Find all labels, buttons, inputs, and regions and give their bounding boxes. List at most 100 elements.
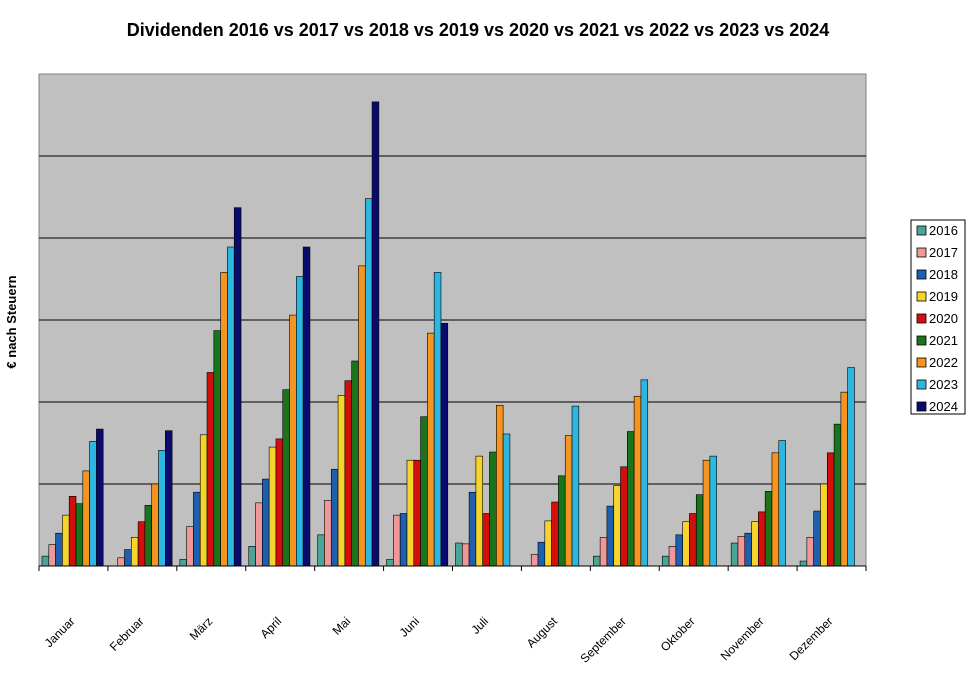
bar-2019-10 — [682, 521, 690, 567]
bar-2023-3 — [227, 246, 235, 567]
bar-2022-10 — [702, 459, 711, 567]
bar-2021-8 — [558, 475, 566, 567]
y-axis-label: € nach Steuern — [4, 275, 19, 368]
bar-2020-5 — [344, 380, 352, 567]
bar-2023-9 — [640, 379, 649, 567]
bar-2019-5 — [337, 395, 346, 567]
bar-2023-10 — [709, 455, 717, 567]
bar-2018-7 — [468, 491, 477, 567]
gridlines — [39, 155, 866, 485]
bar-2017-9 — [599, 536, 608, 567]
bar-2021-12 — [833, 423, 842, 567]
bar-2021-6 — [420, 416, 428, 567]
bar-2021-11 — [764, 491, 773, 567]
bar-2020-3 — [206, 372, 215, 567]
bar-2021-2 — [144, 505, 153, 567]
x-tick-label: März — [187, 614, 216, 643]
bar-2023-5 — [364, 198, 373, 567]
bar-2016-1 — [41, 555, 50, 567]
bar-2021-10 — [695, 494, 704, 567]
bar-2017-5 — [324, 500, 332, 567]
x-tick-label: September — [578, 614, 629, 665]
bar-2016-9 — [593, 555, 601, 567]
x-tick-label: April — [257, 614, 284, 641]
legend-swatch-2016 — [916, 225, 927, 236]
bar-2023-6 — [433, 272, 442, 567]
bar-2019-2 — [131, 536, 139, 567]
bar-2016-6 — [386, 559, 394, 567]
bar-2017-12 — [806, 536, 814, 567]
bar-2024-5 — [371, 101, 380, 567]
legend-swatch-2020 — [916, 313, 927, 324]
bar-2018-3 — [193, 491, 201, 567]
bar-2021-7 — [489, 451, 497, 567]
bar-2019-9 — [613, 485, 621, 567]
bar-2016-12 — [799, 560, 808, 567]
bar-2017-6 — [393, 514, 401, 567]
bar-2020-7 — [482, 513, 490, 567]
bar-2022-2 — [151, 483, 159, 567]
bar-2022-7 — [495, 404, 504, 567]
bar-2018-1 — [55, 532, 63, 567]
legend-label-2017: 2017 — [929, 245, 958, 260]
bar-2024-6 — [440, 322, 449, 567]
legend-label-2021: 2021 — [929, 333, 958, 348]
bar-2019-6 — [406, 459, 415, 567]
legend-swatch-2017 — [916, 247, 927, 258]
bar-2018-4 — [262, 478, 270, 567]
bar-2021-4 — [282, 389, 290, 567]
bar-2017-8 — [530, 554, 539, 567]
bar-2016-11 — [730, 542, 739, 567]
legend-label-2022: 2022 — [929, 355, 958, 370]
legend-swatch-2021 — [916, 335, 927, 346]
bar-2021-1 — [75, 503, 84, 567]
bar-2018-2 — [124, 549, 132, 567]
legend: 2016 2017 2018 2019 2020 2021 2022 2023 2024 — [910, 219, 966, 415]
legend-swatch-2023 — [916, 379, 927, 390]
bar-2016-7 — [455, 542, 463, 567]
bar-2019-12 — [820, 483, 828, 567]
legend-label-2024: 2024 — [929, 399, 958, 414]
bar-2024-1 — [96, 428, 104, 567]
legend-label-2023: 2023 — [929, 377, 958, 392]
bar-2023-11 — [778, 440, 786, 567]
bar-2020-1 — [68, 495, 77, 567]
legend-label-2019: 2019 — [929, 289, 958, 304]
x-tick-label: Dezember — [787, 614, 836, 663]
bar-2019-7 — [475, 455, 483, 567]
bar-2019-8 — [544, 520, 552, 567]
bar-2024-3 — [233, 207, 242, 567]
bar-2023-7 — [502, 433, 511, 567]
bar-2016-5 — [317, 534, 325, 567]
bar-2018-6 — [399, 513, 408, 567]
bar-2017-3 — [186, 526, 194, 567]
x-tick-labels: Januar Februar März April Mai Juni Juli August S… — [42, 614, 836, 666]
bar-2018-8 — [537, 541, 546, 567]
legend-swatch-2024 — [916, 401, 927, 412]
bar-2018-12 — [813, 510, 821, 567]
bar-2020-10 — [689, 513, 697, 567]
bar-2022-1 — [82, 470, 90, 567]
bar-2017-2 — [117, 557, 125, 567]
bar-2020-12 — [826, 452, 835, 567]
bar-2022-6 — [427, 332, 435, 567]
bar-2022-11 — [771, 452, 780, 567]
bar-2019-4 — [268, 446, 277, 567]
bar-2019-11 — [751, 521, 759, 567]
bar-2022-9 — [633, 395, 642, 567]
bar-2022-8 — [564, 435, 573, 567]
bar-2020-2 — [137, 521, 146, 567]
x-tick-label: November — [718, 614, 767, 663]
bar-2021-9 — [627, 431, 635, 567]
bar-2019-3 — [199, 434, 208, 567]
bar-2018-5 — [330, 468, 339, 567]
bar-2016-3 — [179, 559, 187, 567]
x-tick-label: Januar — [42, 614, 78, 650]
bar-2021-3 — [213, 330, 221, 567]
bar-2020-6 — [413, 459, 421, 567]
bar-2023-8 — [571, 405, 580, 567]
bar-2023-4 — [296, 276, 304, 567]
legend-label-2016: 2016 — [929, 223, 958, 238]
bar-2016-10 — [661, 555, 670, 567]
bar-2020-8 — [551, 501, 559, 567]
